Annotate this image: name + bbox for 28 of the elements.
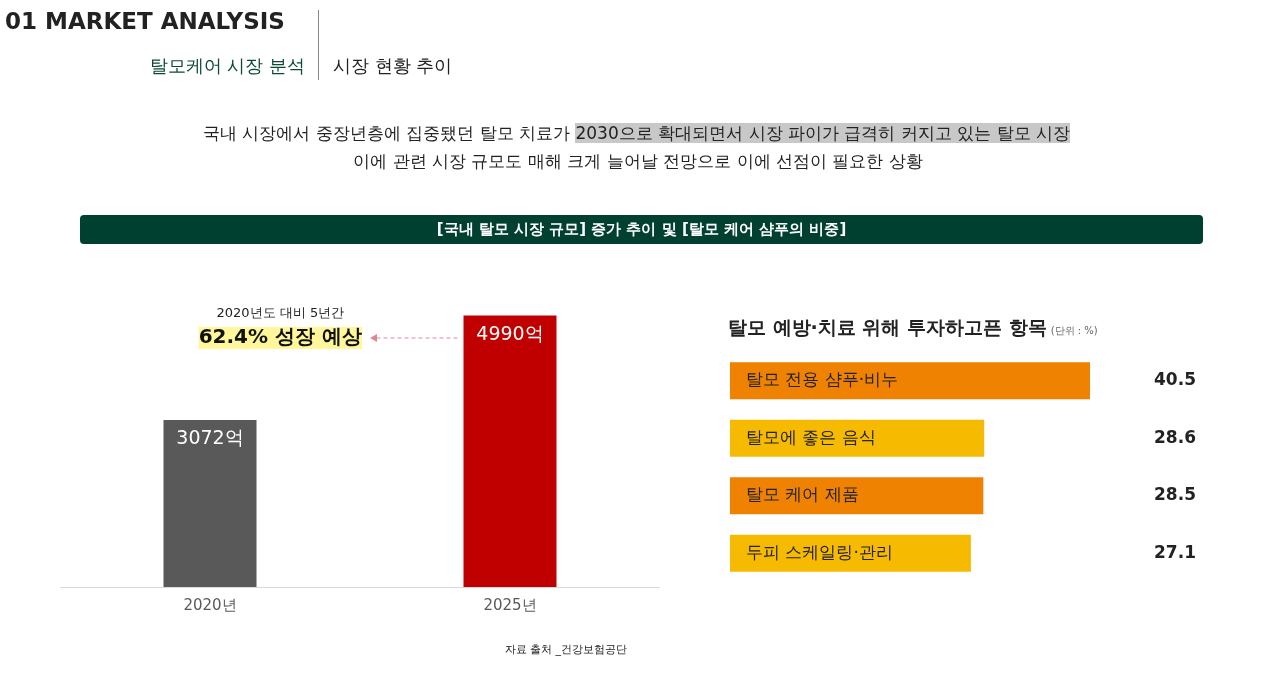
y-tick-label: 탈모 전용 샴푸·비누 <box>746 369 899 390</box>
annotation: 62.4% 성장 예상 <box>198 324 362 349</box>
data-label: 40.5 <box>1154 369 1196 390</box>
data-label: 27.1 <box>1154 541 1196 562</box>
text: 01 MARKET ANALYSIS <box>5 8 285 34</box>
y-tick-label: 탈모 케어 제품 <box>746 484 859 505</box>
chart-subtitle: (단위 : %) <box>1050 325 1098 336</box>
bar <box>730 477 984 515</box>
annotation: 2020년도 대비 5년간 <box>216 305 345 321</box>
text: 시장 현황 추이 <box>333 54 453 78</box>
bar <box>730 362 1090 400</box>
chart-title: [국내 탈모 시장 규모] 증가 추이 및 [탈모 케어 샴푸의 비중] <box>80 215 1203 244</box>
text: 국내 시장에서 중장년층에 집중됐던 탈모 치료가 <box>203 123 571 143</box>
x-tick-label: 2020년 <box>183 595 237 614</box>
data-label: 3072억 <box>176 426 244 449</box>
y-tick-label: 두피 스케일링·관리 <box>746 541 893 562</box>
x-tick-label: 2025년 <box>483 595 537 614</box>
text: 탈모케어 시장 분석 <box>149 54 305 78</box>
text: 자료 출처 _건강보험공단 <box>504 642 627 657</box>
text: 2030으로 확대되면서 시장 파이가 급격히 커지고 있는 탈모 시장 <box>575 123 1070 143</box>
data-label: 28.5 <box>1154 484 1196 505</box>
bar <box>730 534 971 572</box>
bar <box>730 419 985 457</box>
data-label: 28.6 <box>1154 426 1196 447</box>
chart-title: 탈모 예방·치료 위해 투자하고픈 항목 <box>728 316 1047 338</box>
text: 이에 관련 시장 규모도 매해 크게 늘어날 전망으로 이에 선점이 필요한 상황 <box>353 150 923 173</box>
data-label: 4990억 <box>476 321 544 344</box>
y-tick-label: 탈모에 좋은 음식 <box>746 426 876 447</box>
